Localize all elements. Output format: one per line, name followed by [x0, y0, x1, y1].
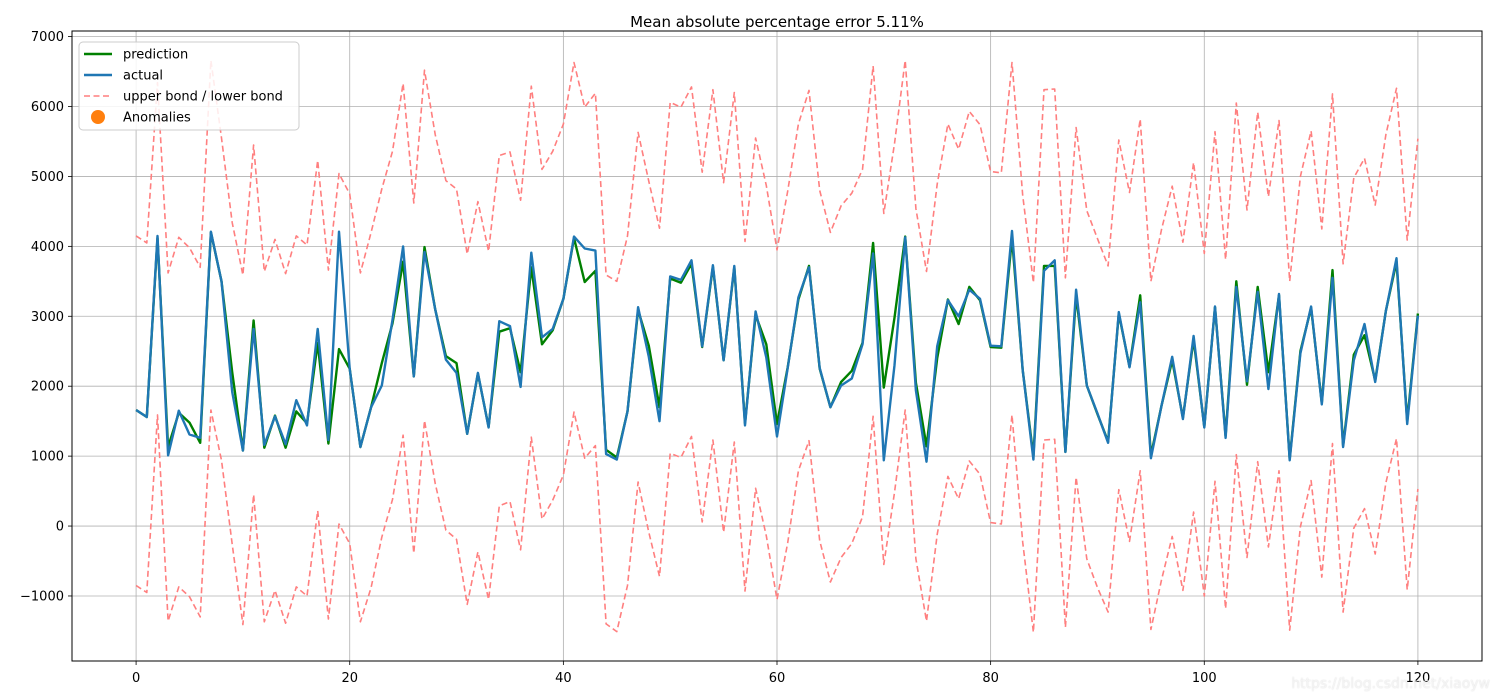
x-tick-label: 120 — [1405, 671, 1430, 686]
x-tick-label: 40 — [555, 671, 572, 686]
x-tick-label: 60 — [769, 671, 786, 686]
x-tick-label: 100 — [1192, 671, 1217, 686]
series-line-upper-bond — [135, 59, 1419, 284]
axis-ticks: 0 20 40 60 80 100 120 −1000 0 1000 2000 3000 4000 500… — [20, 30, 1430, 686]
watermark: https://blog.csdn.net/xiaoyw — [1291, 676, 1490, 692]
legend-swatch-anomalies — [91, 110, 105, 124]
x-tick-label: 20 — [341, 671, 358, 686]
legend: prediction actual upper bond / lower bond A… — [78, 41, 300, 131]
y-tick-label: 5000 — [31, 170, 64, 185]
legend-box — [78, 41, 300, 131]
series-layer — [135, 59, 1420, 634]
legend-label-prediction: prediction — [123, 48, 188, 63]
x-tick-label: 80 — [982, 671, 999, 686]
y-tick-label: 6000 — [31, 100, 64, 115]
legend-label-actual: actual — [123, 69, 163, 84]
legend-label-anomalies: Anomalies — [123, 111, 191, 126]
series-line-actual — [135, 229, 1420, 463]
y-tick-label: 7000 — [31, 30, 64, 45]
y-tick-label: 0 — [56, 520, 64, 535]
y-tick-label: −1000 — [20, 589, 64, 604]
y-tick-label: 2000 — [31, 380, 64, 395]
chart-title: Mean absolute percentage error 5.11% — [630, 13, 924, 31]
y-tick-label: 3000 — [31, 310, 64, 325]
grid — [72, 31, 1482, 661]
x-tick-label: 0 — [132, 671, 140, 686]
y-tick-label: 1000 — [31, 450, 64, 465]
y-tick-label: 4000 — [31, 240, 64, 255]
legend-label-upper-bond-lower-bond: upper bond / lower bond — [123, 90, 283, 105]
series-line-lower-bond — [135, 409, 1419, 634]
